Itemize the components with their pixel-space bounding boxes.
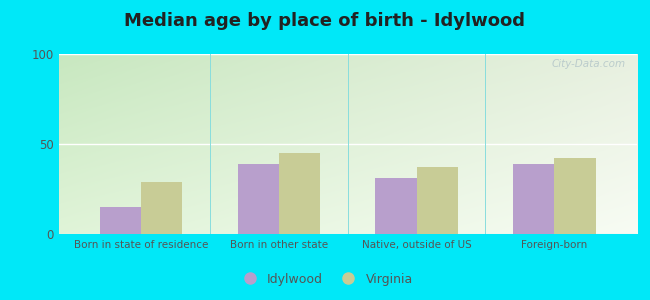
- Bar: [237, 164, 279, 234]
- Bar: [417, 167, 458, 234]
- Bar: [100, 207, 141, 234]
- Bar: [375, 178, 417, 234]
- Text: Median age by place of birth - Idylwood: Median age by place of birth - Idylwood: [125, 12, 525, 30]
- Bar: [279, 153, 320, 234]
- Bar: [141, 182, 183, 234]
- Text: City-Data.com: City-Data.com: [551, 59, 625, 69]
- Bar: [554, 158, 595, 234]
- Legend: Idylwood, Virginia: Idylwood, Virginia: [232, 268, 418, 291]
- Bar: [513, 164, 554, 234]
